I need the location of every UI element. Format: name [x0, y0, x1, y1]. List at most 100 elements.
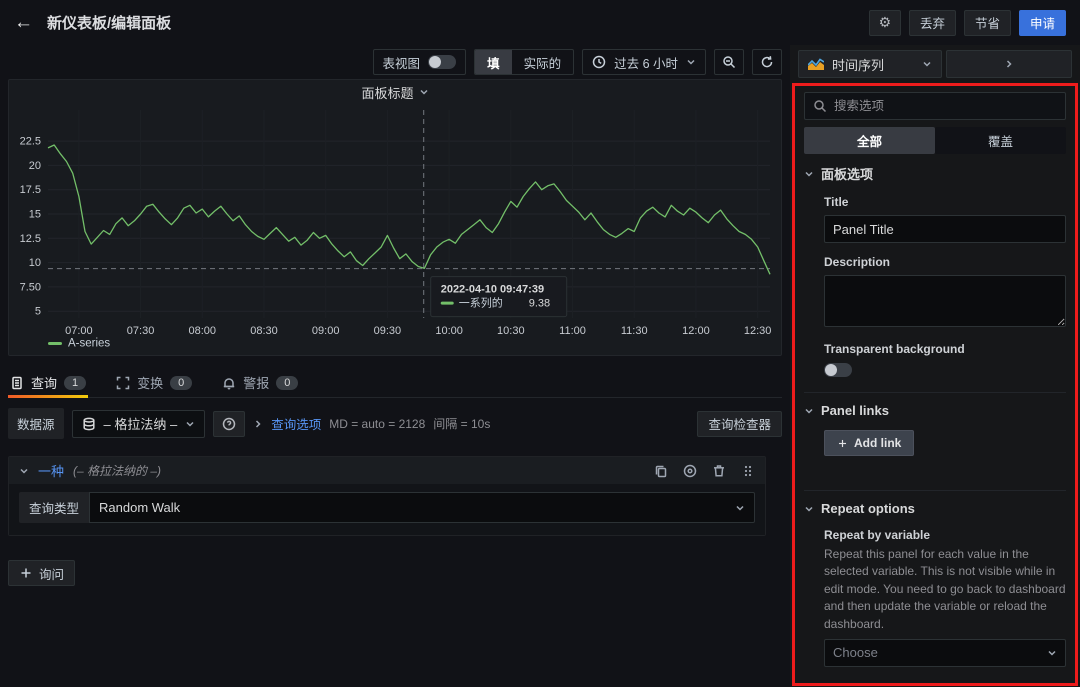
database-icon [82, 417, 96, 431]
collapse-pane-button[interactable] [946, 50, 1072, 78]
chevron-down-icon [686, 57, 696, 67]
query-interval: 间隔 = 10s [433, 415, 490, 432]
table-view-switch[interactable] [428, 55, 456, 69]
duplicate-query-icon[interactable] [654, 464, 668, 478]
svg-text:09:30: 09:30 [374, 325, 402, 337]
datasource-picker[interactable]: – 格拉法纳 – [72, 410, 206, 438]
query-row-datasource: (– 格拉法纳的 –) [73, 462, 161, 479]
svg-text:10: 10 [29, 257, 41, 269]
disable-query-eye-icon[interactable] [683, 464, 697, 478]
delete-query-trash-icon[interactable] [712, 464, 726, 478]
options-search-box[interactable] [804, 92, 1066, 120]
svg-text:7.50: 7.50 [20, 281, 41, 293]
tab-overrides[interactable]: 覆盖 [935, 127, 1066, 154]
repeat-description: Repeat this panel for each value in the … [824, 546, 1066, 633]
options-search-input[interactable] [834, 99, 1057, 113]
svg-text:11:00: 11:00 [559, 325, 586, 337]
clock-icon [592, 55, 606, 69]
table-view-label: 表视图 [383, 53, 421, 72]
chart-canvas[interactable]: 57.501012.51517.52022.507:0007:3008:0008… [12, 104, 778, 354]
chevron-down-icon [922, 59, 932, 69]
chevron-down-icon [804, 169, 814, 179]
chart-panel: 面板标题 57.501012.51517.52022.507:0007:3008… [8, 79, 782, 356]
options-pane: 时间序列 全部 覆盖 [790, 45, 1080, 687]
help-circle-icon [222, 417, 236, 431]
add-query-button[interactable]: 询问 [8, 560, 75, 586]
fill-mode-button[interactable]: 填 [475, 50, 512, 74]
chevron-down-icon [804, 406, 814, 416]
section-repeat-options: Repeat options Repeat by variable Repeat… [804, 491, 1066, 686]
query-options-link[interactable]: 查询选项 [271, 414, 321, 433]
settings-button[interactable]: ⚙ [869, 10, 901, 36]
svg-text:A-series: A-series [68, 338, 110, 350]
back-arrow-icon[interactable]: ← [14, 13, 33, 32]
repeat-options-header[interactable]: Repeat options [804, 501, 1066, 516]
top-header: ← 新仪表板/编辑面板 ⚙ 丢弃 节省 申请 [0, 0, 1080, 45]
time-series-chart-icon [808, 58, 824, 70]
title-field-label: Title [824, 195, 1066, 209]
svg-text:17.5: 17.5 [20, 184, 41, 196]
actual-mode-button[interactable]: 实际的 [512, 50, 574, 74]
svg-text:10:30: 10:30 [497, 325, 525, 337]
section-panel-options: 面板选项 Title Description Transparent backg… [804, 154, 1066, 393]
query-editor-card: 一种 (– 格拉法纳的 –) 查询类型 Random Walk [8, 456, 766, 536]
svg-text:08:30: 08:30 [250, 325, 278, 337]
svg-text:07:00: 07:00 [65, 325, 93, 337]
page-title: 新仪表板/编辑面板 [47, 12, 171, 33]
edit-toolbar: 表视图 填 实际的 过去 6 小时 [8, 45, 782, 79]
chart-tooltip [431, 277, 567, 317]
section-panel-links: Panel links Add link [804, 393, 1066, 491]
fit-mode-segmented: 填 实际的 [474, 49, 574, 75]
svg-text:15: 15 [29, 209, 41, 221]
tab-transform[interactable]: 变换 0 [114, 368, 194, 397]
refresh-button[interactable] [752, 49, 782, 75]
panel-options-header[interactable]: 面板选项 [804, 164, 1066, 183]
panel-description-textarea[interactable] [824, 275, 1066, 327]
visualization-picker[interactable]: 时间序列 [798, 50, 942, 78]
drag-handle-icon[interactable] [741, 464, 755, 478]
plus-icon [837, 438, 848, 449]
add-link-button[interactable]: Add link [824, 430, 914, 456]
time-range-label: 过去 6 小时 [614, 53, 678, 72]
transparent-bg-switch[interactable] [824, 363, 852, 377]
apply-button[interactable]: 申请 [1019, 10, 1066, 36]
query-inspector-button[interactable]: 查询检查器 [697, 411, 782, 437]
chevron-down-icon [804, 504, 814, 514]
table-view-toggle[interactable]: 表视图 [373, 49, 467, 75]
svg-text:07:30: 07:30 [127, 325, 155, 337]
bell-icon [222, 376, 236, 390]
transform-icon [116, 376, 130, 390]
panel-title-input[interactable] [824, 215, 1066, 243]
tab-all-options[interactable]: 全部 [804, 127, 935, 154]
options-filter-tabs: 全部 覆盖 [804, 127, 1066, 154]
query-count-badge: 1 [64, 376, 86, 390]
refresh-icon [760, 55, 774, 69]
time-range-picker[interactable]: 过去 6 小时 [582, 49, 706, 75]
chevron-right-icon [253, 419, 263, 429]
transparent-bg-label: Transparent background [824, 342, 1066, 356]
chevron-down-icon [419, 87, 429, 97]
svg-text:08:00: 08:00 [189, 325, 217, 337]
annotation-highlight: 全部 覆盖 面板选项 Title Description Transparent… [792, 83, 1078, 686]
repeat-variable-select[interactable]: Choose [824, 639, 1066, 667]
datasource-help-button[interactable] [213, 411, 245, 437]
description-field-label: Description [824, 255, 1066, 269]
query-ref-id[interactable]: 一种 [38, 461, 64, 480]
tab-alert[interactable]: 警报 0 [220, 368, 300, 397]
panel-links-header[interactable]: Panel links [804, 403, 1066, 418]
document-icon [10, 376, 24, 390]
query-row-header[interactable]: 一种 (– 格拉法纳的 –) [9, 457, 765, 484]
zoom-out-icon [722, 55, 736, 69]
svg-text:09:00: 09:00 [312, 325, 340, 337]
panel-title-menu[interactable]: 面板标题 [9, 80, 781, 104]
repeat-by-variable-label: Repeat by variable [824, 528, 1066, 542]
svg-text:一系列的: 一系列的 [459, 296, 503, 310]
save-button[interactable]: 节省 [964, 10, 1011, 36]
query-row-body: 查询类型 Random Walk [9, 484, 765, 535]
zoom-out-button[interactable] [714, 49, 744, 75]
discard-button[interactable]: 丢弃 [909, 10, 956, 36]
query-type-select[interactable]: Random Walk [89, 492, 755, 523]
panel-title-text: 面板标题 [361, 83, 413, 102]
tab-query[interactable]: 查询 1 [8, 368, 88, 397]
svg-text:9.38: 9.38 [529, 298, 550, 310]
